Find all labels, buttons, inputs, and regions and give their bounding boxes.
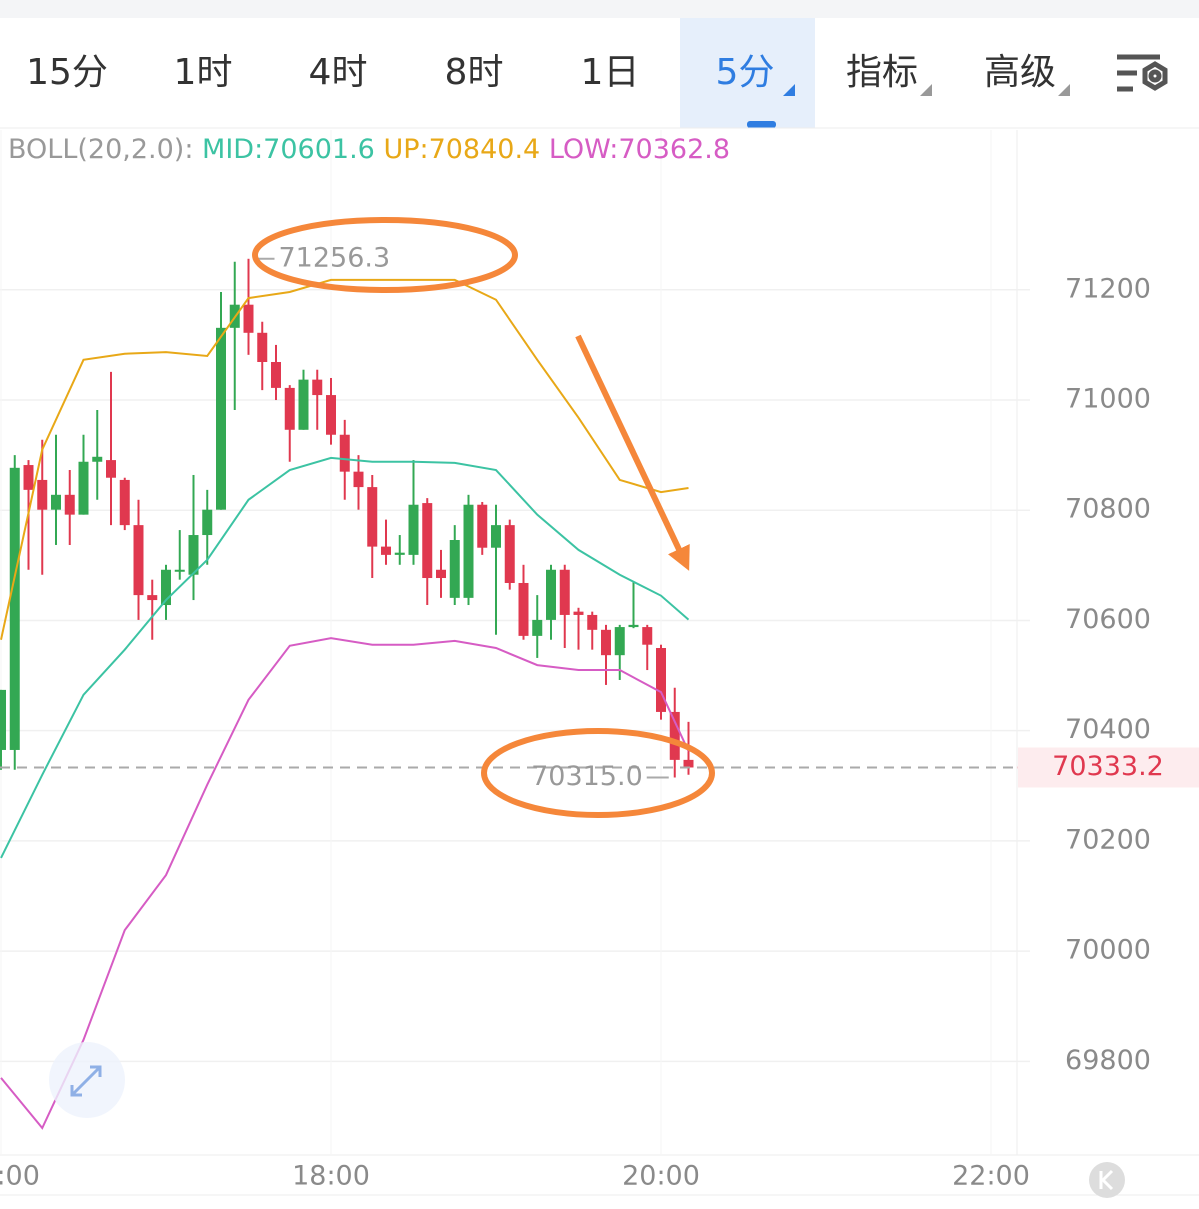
candle-body <box>422 503 433 579</box>
candle-body <box>628 624 639 628</box>
candle-body <box>92 456 103 462</box>
x-tick-label: 16:00 <box>0 1161 40 1192</box>
candle-body <box>587 614 598 630</box>
candle-body <box>133 525 144 596</box>
candle-body <box>504 525 515 583</box>
candle-body <box>381 546 391 555</box>
low-marker-label: 70315.0 <box>531 761 643 792</box>
candle-body <box>491 525 501 548</box>
tab[interactable]: 指标 <box>846 52 918 93</box>
tab[interactable]: 高级 <box>984 52 1056 93</box>
fullscreen-button[interactable] <box>49 1042 125 1118</box>
candle-body <box>573 611 584 615</box>
candle-body <box>518 582 529 636</box>
candle-body <box>78 461 89 515</box>
last-price-label: 70333.2 <box>1052 751 1164 782</box>
candle-body <box>326 395 336 435</box>
tab[interactable]: 15分 <box>26 52 108 93</box>
x-tick-label: 20:00 <box>622 1161 700 1192</box>
highlight-ellipse <box>481 728 715 818</box>
grid <box>0 130 1030 1155</box>
highlight-ellipse <box>252 217 518 293</box>
tab[interactable]: 8时 <box>445 52 504 93</box>
candle-body <box>51 494 61 510</box>
y-tick-label: 70400 <box>1065 714 1151 745</box>
plot: 71256.3 70315.0 <box>0 242 1017 1130</box>
status-strip <box>0 0 1199 18</box>
candle-body <box>353 471 364 488</box>
candle-body <box>546 569 556 620</box>
tab[interactable]: 4时 <box>309 52 368 93</box>
tab-bar: 15分 1时 4时 8时 1日 5分 指标 高级 <box>26 52 1070 96</box>
candle-body <box>243 304 254 333</box>
legend-entry: UP:70840.4 <box>383 134 540 165</box>
candle-body <box>147 595 158 601</box>
candle-body <box>161 569 171 606</box>
candle-body <box>106 460 116 478</box>
candle-body <box>683 759 694 768</box>
candle-body <box>601 629 611 656</box>
x-tick-label: 22:00 <box>952 1161 1030 1192</box>
active-tab-bg <box>680 18 815 128</box>
candle-body <box>23 465 34 490</box>
candle-body <box>202 509 213 536</box>
indicator-name: BOLL(20,2.0): <box>8 134 193 165</box>
y-tick-label: 69800 <box>1065 1045 1151 1076</box>
y-tick-label: 70200 <box>1065 824 1151 855</box>
boll-line <box>0 456 690 859</box>
active-tab-underline <box>747 121 776 128</box>
candle-body <box>188 535 199 575</box>
last-price-bg <box>1018 747 1199 788</box>
high-marker-label: 71256.3 <box>279 242 391 273</box>
candle-body <box>408 504 419 555</box>
candle-body <box>298 379 309 430</box>
tab[interactable]: 5分 <box>716 52 775 93</box>
candle-body <box>614 627 625 656</box>
candle-body <box>64 494 75 515</box>
candle-body <box>449 540 460 598</box>
candle-body <box>119 479 130 526</box>
y-tick-label: 71200 <box>1065 273 1151 304</box>
candle-body <box>656 648 666 712</box>
candle-body <box>216 327 226 510</box>
settings-icon[interactable] <box>1117 54 1168 92</box>
candle-body <box>37 479 48 510</box>
legend-entry: MID:70601.6 <box>202 134 375 165</box>
tab[interactable]: 1时 <box>174 52 233 93</box>
candle-body <box>174 569 185 572</box>
axes: 69800 70000 70200 70400 70600 70800 71000 71200… <box>0 273 1199 1192</box>
y-tick-label: 71000 <box>1065 384 1151 415</box>
dropdown-caret <box>783 84 795 96</box>
dropdown-caret <box>1058 84 1070 96</box>
candle-body <box>9 467 20 750</box>
k-button[interactable] <box>1089 1162 1125 1198</box>
candle-body <box>532 619 543 636</box>
legend-entry: LOW:70362.8 <box>549 134 730 165</box>
candle-body <box>642 627 653 645</box>
candle-body <box>477 504 488 548</box>
candle-body <box>0 689 6 750</box>
candle-body <box>284 387 295 430</box>
candle-body <box>559 569 570 615</box>
trend-arrow <box>575 334 690 571</box>
x-tick-label: 18:00 <box>292 1161 370 1192</box>
candle-body <box>436 569 446 579</box>
candle-body <box>312 379 323 396</box>
dropdown-caret <box>920 84 932 96</box>
tab[interactable]: 1日 <box>581 52 640 93</box>
candle-body <box>463 504 474 598</box>
y-tick-label: 70800 <box>1065 494 1151 525</box>
candle-body <box>394 552 405 555</box>
candle-body <box>271 362 281 388</box>
y-tick-label: 70000 <box>1065 935 1151 966</box>
candle-body <box>339 434 350 472</box>
candle-body <box>367 487 378 547</box>
candle-body <box>257 332 268 363</box>
indicator-legend: BOLL(20,2.0): MID:70601.6 UP:70840.4 LOW… <box>8 134 730 165</box>
y-tick-label: 70600 <box>1065 604 1151 635</box>
boll-line <box>0 278 689 640</box>
candle-body <box>669 711 680 760</box>
boll-line <box>0 637 690 1130</box>
